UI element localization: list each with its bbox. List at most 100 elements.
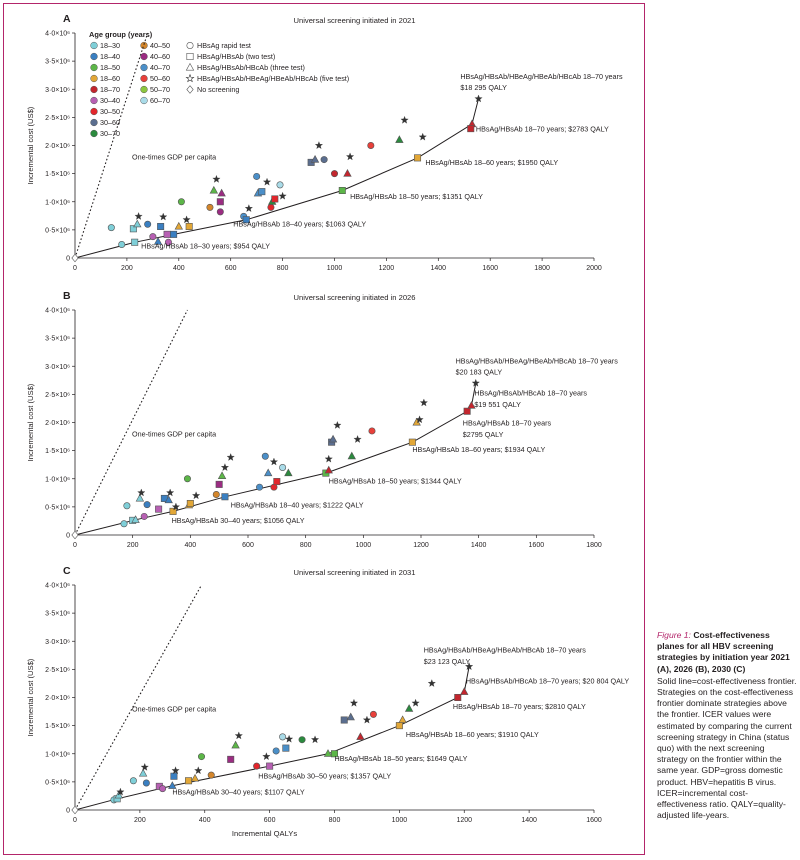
data-point-square xyxy=(330,750,338,758)
age-legend-swatch xyxy=(90,74,98,83)
y-tick-label: 2·0×10⁶ xyxy=(45,143,70,150)
x-tick-label: 0 xyxy=(73,265,77,272)
data-point-star xyxy=(269,457,279,466)
data-point-star xyxy=(134,212,143,220)
data-point-triangle xyxy=(153,237,163,245)
data-point-star xyxy=(140,762,149,771)
data-point-triangle xyxy=(231,740,240,749)
age-legend-swatch xyxy=(90,118,98,127)
data-point-square xyxy=(186,499,194,507)
age-legend-swatch xyxy=(140,74,148,83)
frontier-label: HBsAg/HBsAb/HBeAg/HBeAb/HBcAb 18–70 year… xyxy=(424,646,587,655)
frontier-label: HBsAg/HBsAb 30–50 years; $1357 QALY xyxy=(258,772,391,781)
frontier-label: HBsAg/HBsAb 30–40 years; $1107 QALY xyxy=(172,787,305,796)
gdp-threshold-line xyxy=(74,584,202,811)
frontier-label: $23 123 QALY xyxy=(424,657,471,666)
gdp-threshold-label: One-times GDP per capita xyxy=(132,430,216,439)
age-legend-label: 18–70 xyxy=(100,85,120,94)
y-tick-label: 0·5×10⁶ xyxy=(45,227,70,234)
y-tick-label: 3·5×10⁶ xyxy=(45,59,70,66)
test-legend-label: HBsAg/HBsAb/HBeAg/HBeAb/HBcAb (five test… xyxy=(197,74,349,83)
data-point-star xyxy=(262,177,272,186)
x-tick-label: 200 xyxy=(127,542,139,549)
y-tick-label: 4·0×10⁶ xyxy=(45,308,70,315)
age-legend-label: 40–70 xyxy=(150,63,170,72)
frontier-label: HBsAg/HBsAb 18–70 years; $2783 QALY xyxy=(476,124,609,133)
test-legend-star-icon xyxy=(185,73,195,83)
data-point-circle xyxy=(276,181,284,189)
data-point-star xyxy=(427,679,436,687)
data-point-square xyxy=(395,722,403,730)
data-point-star xyxy=(194,766,203,775)
data-point-circle xyxy=(216,208,224,216)
frontier-label: HBsAg/HBsAb/HBeAg/HBeAb/HBcAb 18–70 year… xyxy=(456,356,619,365)
data-point-square xyxy=(170,772,178,780)
data-point-square xyxy=(338,187,346,195)
data-point-square xyxy=(408,438,416,446)
data-point-circle xyxy=(118,241,126,249)
data-point-square xyxy=(185,777,193,785)
data-point-circle xyxy=(183,475,191,483)
data-point-circle xyxy=(107,224,115,232)
age-legend-label: 40–60 xyxy=(150,52,170,61)
data-point-circle xyxy=(149,233,157,241)
frontier-label: HBsAg/HBsAb 18–70 years xyxy=(463,418,552,427)
data-point-triangle xyxy=(284,468,293,477)
data-point-circle xyxy=(330,170,338,178)
gdp-threshold-line xyxy=(74,32,149,259)
data-point-square xyxy=(258,188,266,196)
x-axis-label: Incremental QALYs xyxy=(232,829,297,838)
test-legend-triangle-icon xyxy=(185,62,195,71)
data-point-circle xyxy=(142,779,150,787)
data-point-star xyxy=(324,454,333,463)
data-point-square xyxy=(169,507,177,515)
y-axis-label: Incremental cost (US$) xyxy=(26,106,35,184)
y-tick-label: 1·0×10⁶ xyxy=(45,199,70,206)
data-point-triangle xyxy=(343,169,352,177)
data-point-star xyxy=(310,735,320,744)
data-point-square xyxy=(271,195,279,203)
data-point-star xyxy=(234,731,243,740)
gdp-threshold-label: One-times GDP per capita xyxy=(132,705,216,714)
panel-a: A Universal screening initiated in 2021 0 2… xyxy=(26,13,623,272)
data-point-triangle xyxy=(347,451,356,460)
data-point-triangle xyxy=(263,468,273,477)
data-point-circle xyxy=(279,463,287,471)
data-point-circle xyxy=(143,501,151,509)
frontier-label: HBsAg/HBsAb 18–60 years; $1934 QALY xyxy=(412,445,545,454)
data-point-triangle xyxy=(460,687,469,695)
test-legend-label: HBsAg/HBsAb (two test) xyxy=(197,52,275,61)
x-tick-label: 1200 xyxy=(413,542,429,549)
data-point-circle xyxy=(367,142,375,150)
data-point-circle xyxy=(272,747,280,755)
y-axis-label: Incremental cost (US$) xyxy=(26,658,35,736)
frontier-label: HBsAg/HBsAb/HBcAb 18–70 years; $20 804 Q… xyxy=(466,676,629,685)
gdp-threshold-label: One-times GDP per capita xyxy=(132,153,216,162)
x-tick-label: 1400 xyxy=(521,817,537,824)
x-tick-label: 1200 xyxy=(379,265,395,272)
data-point-square xyxy=(215,480,223,488)
data-point-triangle xyxy=(138,768,148,777)
age-legend-swatch xyxy=(90,41,98,50)
data-point-square xyxy=(185,223,193,231)
y-tick-label: 0 xyxy=(66,533,70,540)
frontier-label: HBsAg/HBsAb 18–30 years; $954 QALY xyxy=(141,241,270,250)
age-legend-label: 30–50 xyxy=(100,107,120,116)
data-point-triangle xyxy=(164,495,173,504)
age-legend-label: 30–60 xyxy=(100,118,120,127)
data-point-square xyxy=(463,407,471,415)
frontier-label: $18 295 QALY xyxy=(460,83,507,92)
data-point-star xyxy=(171,766,180,775)
data-point-circle xyxy=(123,502,131,510)
y-tick-label: 1·0×10⁶ xyxy=(45,751,70,758)
x-tick-label: 1400 xyxy=(471,542,487,549)
y-tick-label: 2·5×10⁶ xyxy=(45,115,70,122)
data-point-square xyxy=(131,238,139,246)
data-point-triangle xyxy=(467,401,476,409)
frontier-label: HBsAg/HBsAb 18–50 years; $1649 QALY xyxy=(335,754,468,763)
x-tick-label: 1400 xyxy=(431,265,447,272)
panel-title: Universal screening initiated in 2031 xyxy=(294,568,416,577)
cost-effectiveness-frontier xyxy=(74,383,477,536)
data-point-circle xyxy=(298,736,306,744)
